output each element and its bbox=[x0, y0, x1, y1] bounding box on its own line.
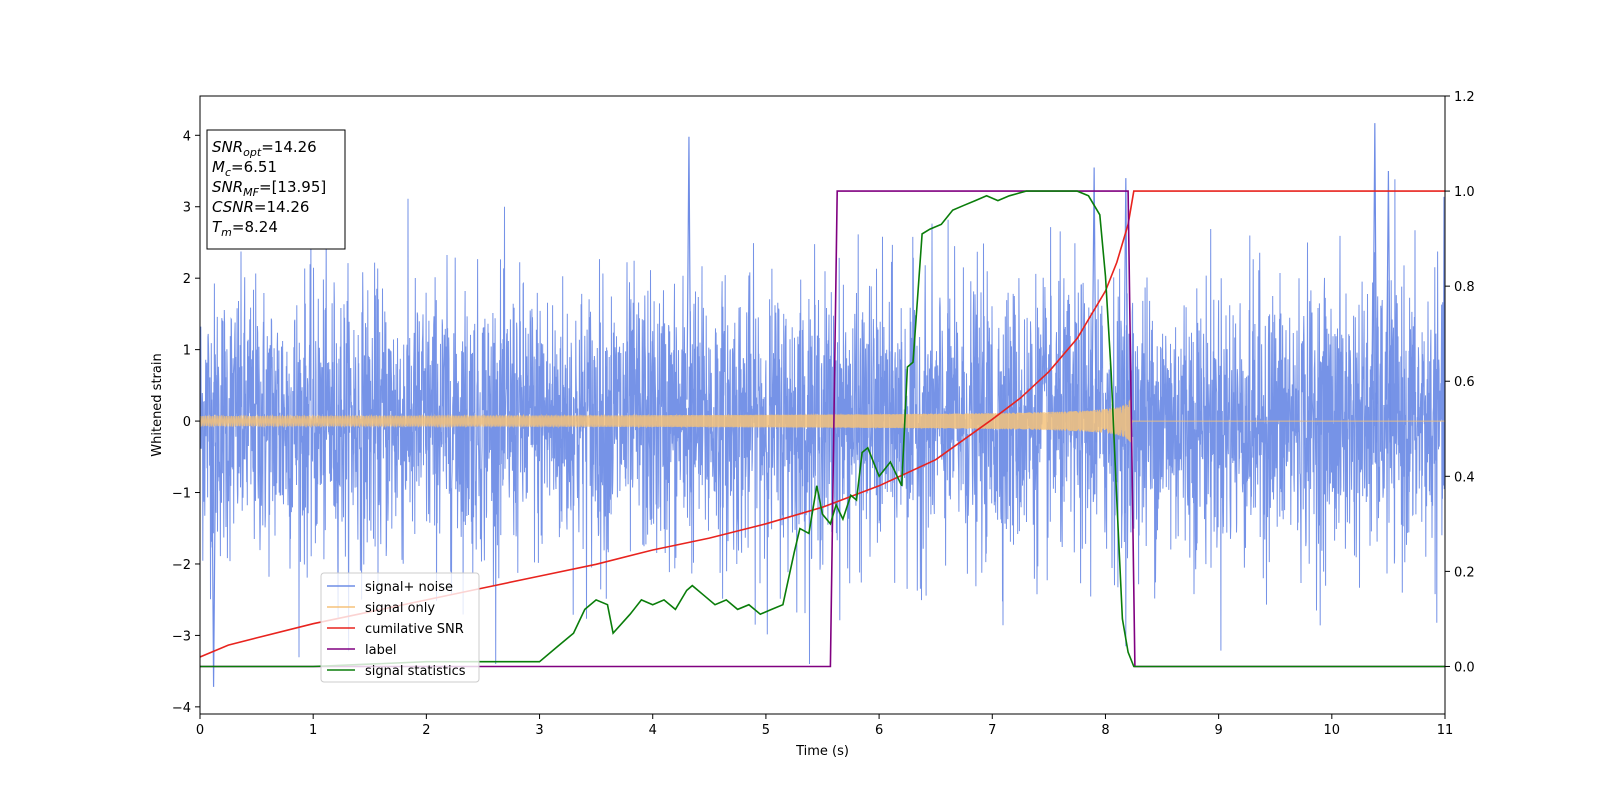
x-tick-label-8: 8 bbox=[1101, 723, 1109, 738]
annotation-subscript: MF bbox=[243, 186, 259, 199]
annotation-subscript: c bbox=[225, 166, 231, 179]
x-tick-label-0: 0 bbox=[196, 723, 204, 738]
annotation-symbol: T bbox=[212, 218, 223, 236]
x-tick-label-9: 9 bbox=[1214, 723, 1222, 738]
signal-only-layer bbox=[199, 395, 1445, 443]
annotation-line-2: SNRMF=[13.95] bbox=[212, 178, 326, 199]
x-tick-label-6: 6 bbox=[875, 723, 883, 738]
signal-statistics-line bbox=[200, 190, 1445, 668]
y2-tick-label-5: 1.0 bbox=[1454, 185, 1475, 200]
noise-spike-1 bbox=[686, 136, 692, 443]
x-tick-label-2: 2 bbox=[422, 723, 430, 738]
signal-only-line bbox=[199, 395, 1445, 443]
y-tick-label-5: 1 bbox=[183, 344, 191, 359]
x-tick-label-4: 4 bbox=[649, 723, 657, 738]
noise-spike-4 bbox=[1091, 167, 1097, 443]
x-tick-label-7: 7 bbox=[988, 723, 996, 738]
annotation-line-0: SNRopt=14.26 bbox=[212, 138, 317, 159]
legend-label-2: cumilative SNR bbox=[365, 622, 464, 637]
y2-tick-label-6: 1.2 bbox=[1454, 90, 1475, 105]
y-tick-label-8: 4 bbox=[183, 129, 191, 144]
legend-label-1: signal only bbox=[365, 601, 435, 616]
annotation-value: =6.51 bbox=[231, 158, 277, 176]
x-axis-label: Time (s) bbox=[795, 744, 849, 759]
y-tick-label-6: 2 bbox=[183, 272, 191, 287]
y2-tick-label-4: 0.8 bbox=[1454, 280, 1475, 295]
y2-tick-label-2: 0.4 bbox=[1454, 470, 1475, 485]
plot-frame bbox=[199, 95, 1446, 715]
legend-label-3: label bbox=[365, 643, 396, 658]
annotation-symbol: SNR bbox=[212, 138, 243, 156]
y2-tick-label-3: 0.6 bbox=[1454, 375, 1475, 390]
x-tick-label-1: 1 bbox=[309, 723, 317, 738]
annotation-value: =8.24 bbox=[232, 218, 278, 236]
annotation-frame bbox=[206, 129, 346, 250]
annotation-subscript: m bbox=[221, 226, 232, 239]
legend-frame bbox=[320, 572, 480, 683]
x-tick-label-11: 11 bbox=[1437, 723, 1454, 738]
noise-spike-2 bbox=[1372, 123, 1378, 443]
annotation-subscript: opt bbox=[243, 146, 262, 159]
legend-label-0: signal+ noise bbox=[365, 580, 453, 595]
annotation-value: =14.26 bbox=[261, 138, 317, 156]
noise-spike-5 bbox=[1123, 178, 1129, 443]
y-tick-label-4: 0 bbox=[183, 415, 191, 430]
y-tick-label-3: −1 bbox=[172, 487, 191, 502]
annotation-line-3: CSNR=14.26 bbox=[212, 198, 309, 216]
legend: signal+ noise signal only cumilative SNR la… bbox=[320, 572, 480, 683]
annotation-line-1: Mc=6.51 bbox=[212, 158, 277, 179]
annotation-line-4: Tm=8.24 bbox=[212, 218, 278, 239]
y-axis-label: Whitened strain bbox=[150, 353, 165, 456]
axes-layer: 0 1 2 3 4 5 6 7 8 9 10 11 −4 −3 −2 −1 0 1 2 3 4 0.0 0.2 0.4 0.6 0… bbox=[172, 90, 1475, 738]
x-tick-label-10: 10 bbox=[1324, 723, 1341, 738]
x-tick-label-3: 3 bbox=[535, 723, 543, 738]
y-tick-label-2: −2 bbox=[172, 558, 191, 573]
y-tick-label-0: −4 bbox=[172, 701, 191, 716]
y2-tick-label-1: 0.2 bbox=[1454, 565, 1475, 580]
x-tick-label-5: 5 bbox=[762, 723, 770, 738]
annotation-symbol: M bbox=[212, 158, 225, 176]
annotation-symbol: SNR bbox=[212, 178, 243, 196]
y-tick-label-1: −3 bbox=[172, 629, 191, 644]
noise-spike-3 bbox=[1385, 171, 1392, 443]
annotation-symbol: CSNR bbox=[212, 198, 254, 216]
annotation-value: =14.26 bbox=[254, 198, 310, 216]
legend-label-4: signal statistics bbox=[365, 664, 466, 679]
annotation-value: =[13.95] bbox=[259, 178, 326, 196]
y-tick-label-7: 3 bbox=[183, 201, 191, 216]
y2-tick-label-0: 0.0 bbox=[1454, 660, 1475, 675]
annotation-box: SNRopt=14.26Mc=6.51SNRMF=[13.95]CSNR=14.… bbox=[206, 129, 346, 250]
